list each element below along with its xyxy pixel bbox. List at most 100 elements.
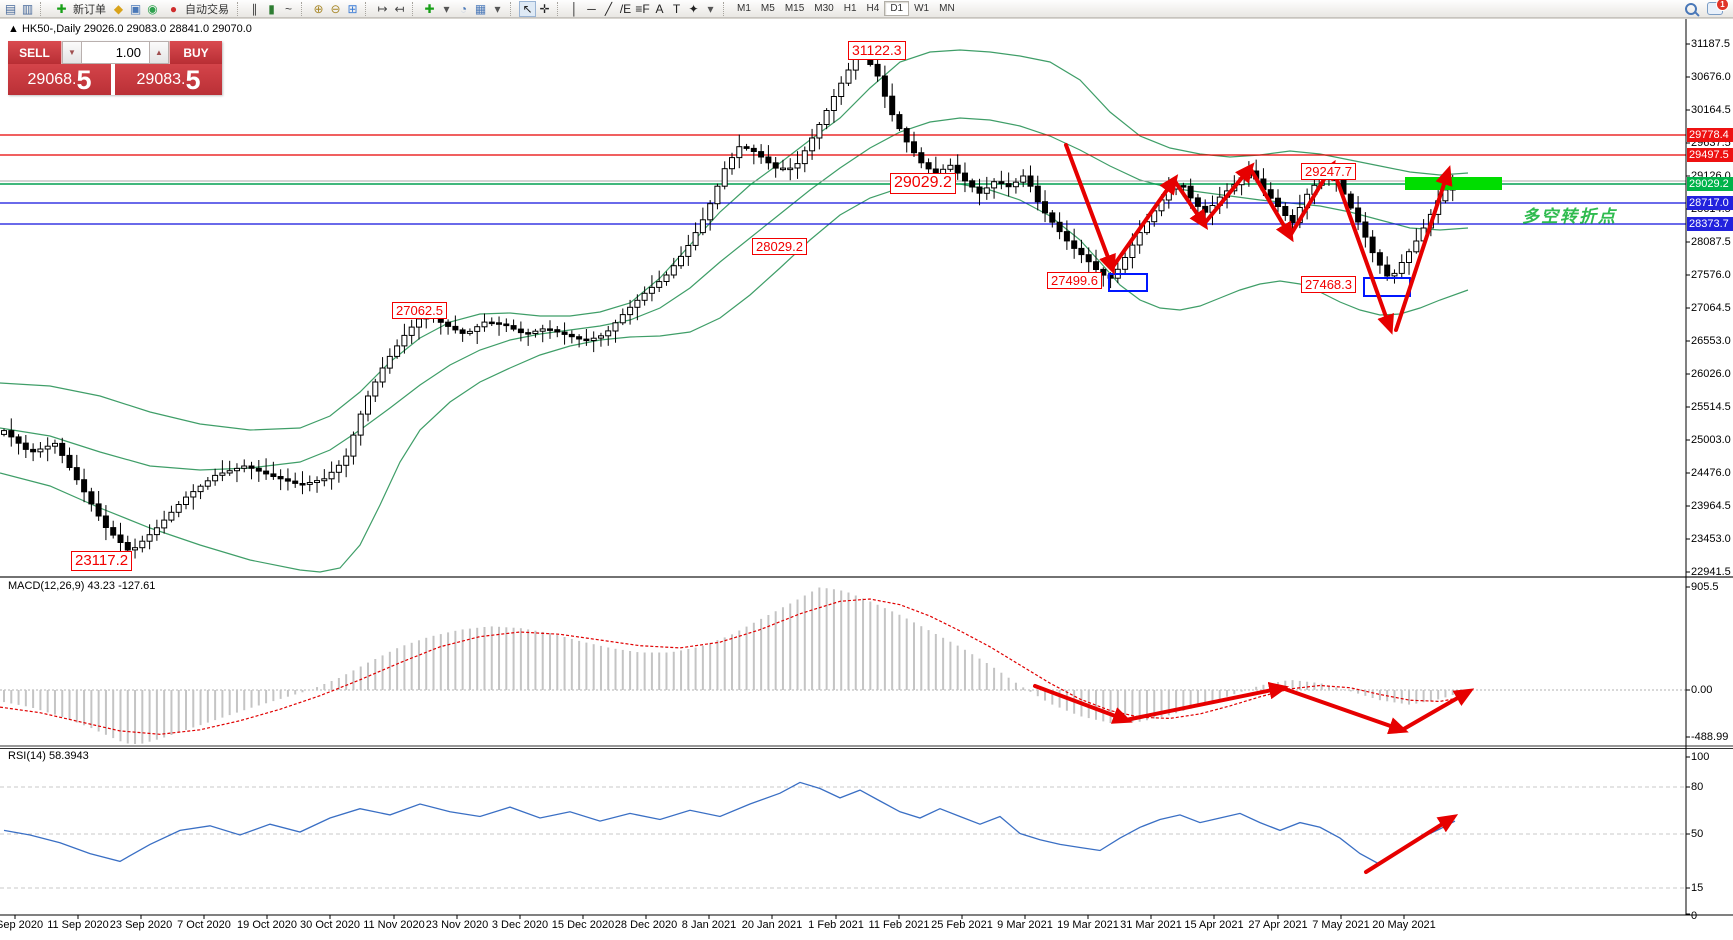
- new-order-button[interactable]: ✚ 新订单: [49, 1, 110, 17]
- crosshair-icon[interactable]: ✛: [539, 1, 550, 16]
- macd-axis-label: 905.5: [1691, 581, 1719, 593]
- volume-input[interactable]: 1.00: [82, 41, 149, 64]
- candle-body: [830, 96, 837, 111]
- templates-icon[interactable]: ▦: [474, 1, 487, 16]
- main-trend-arrow[interactable]: [1064, 143, 1116, 275]
- main-trend-arrow[interactable]: [1202, 162, 1255, 226]
- chart-shift-icon[interactable]: ↤: [394, 1, 405, 16]
- sell-price[interactable]: 29068. 5: [8, 64, 111, 95]
- period-icon[interactable]: ◔: [459, 1, 468, 16]
- candle-body: [1202, 205, 1209, 213]
- timeframe-d1[interactable]: D1: [884, 1, 910, 16]
- price-label-box[interactable]: 27062.5: [392, 302, 447, 320]
- notification-badge: 1: [1716, 0, 1729, 11]
- arrows-dropdown-icon[interactable]: ▾: [707, 1, 714, 16]
- sell-button[interactable]: SELL: [8, 41, 62, 64]
- price-axis-label: 30676.0: [1691, 71, 1731, 83]
- data-window-icon[interactable]: ▣: [129, 1, 142, 16]
- timeframe-m5[interactable]: M5: [760, 3, 775, 14]
- horizontal-level-lines[interactable]: [0, 134, 1686, 225]
- profiles-icon[interactable]: ▥: [21, 1, 34, 16]
- fibonacci-icon[interactable]: ≡F: [635, 1, 650, 16]
- timeframe-h1[interactable]: H1: [843, 3, 857, 14]
- templates-dropdown-icon[interactable]: ▾: [494, 1, 501, 16]
- candle-body: [1282, 206, 1289, 216]
- zoom-in-icon[interactable]: ⊕: [313, 1, 324, 16]
- arrows-icon[interactable]: ✦: [688, 1, 699, 16]
- zoom-out-icon[interactable]: ⊖: [330, 1, 341, 16]
- price-label-box[interactable]: 27499.6: [1047, 272, 1102, 290]
- trend-arrows[interactable]: [1033, 143, 1475, 874]
- main-trend-arrow[interactable]: [1394, 165, 1453, 332]
- text-icon[interactable]: A: [655, 1, 664, 16]
- autotrading-button[interactable]: ● 自动交易: [161, 1, 233, 17]
- cursor-icon[interactable]: ↖: [519, 0, 536, 17]
- search-icon[interactable]: [1685, 2, 1697, 15]
- bull-bear-pivot-note[interactable]: 多空转折点: [1522, 207, 1617, 226]
- candle-body: [328, 471, 335, 480]
- volume-decrease-button[interactable]: ▼: [62, 41, 82, 64]
- auto-scroll-icon[interactable]: ↦: [377, 1, 388, 16]
- line-chart-icon[interactable]: ~: [284, 1, 292, 16]
- timeframe-mn[interactable]: MN: [939, 3, 955, 14]
- candle-body: [714, 185, 721, 205]
- price-axis-label: 23964.5: [1691, 500, 1731, 512]
- candle-body: [132, 547, 138, 551]
- timeframe-m15[interactable]: M15: [784, 3, 805, 14]
- candle-body: [365, 395, 371, 415]
- bollinger-middle-band: [0, 117, 1469, 471]
- price-label-box[interactable]: 27468.3: [1301, 276, 1356, 294]
- rsi-panel-graphics: [0, 781, 1686, 889]
- new-chart-icon[interactable]: ▤: [4, 1, 17, 16]
- time-axis-label: 1 Feb 2021: [808, 919, 864, 931]
- macd-trend-arrow[interactable]: [1124, 681, 1290, 722]
- tile-windows-icon[interactable]: ⊞: [347, 1, 358, 16]
- market-watch-icon[interactable]: ◆: [113, 1, 124, 16]
- collapse-arrow-icon[interactable]: ▲: [8, 23, 19, 35]
- main-trend-arrow[interactable]: [1330, 164, 1394, 335]
- price-label-box[interactable]: 29029.2: [890, 173, 956, 194]
- candle-body: [809, 137, 816, 152]
- price-label-box[interactable]: 23117.2: [71, 551, 133, 571]
- timeframe-m1[interactable]: M1: [737, 3, 751, 14]
- main-trend-arrow[interactable]: [1172, 178, 1209, 230]
- candle-body: [197, 485, 204, 493]
- trendline-icon[interactable]: ╱: [604, 1, 613, 16]
- rsi-trend-arrow[interactable]: [1364, 814, 1459, 874]
- price-label-box[interactable]: 31122.3: [848, 41, 906, 60]
- horizontal-line-icon[interactable]: ─: [587, 1, 596, 16]
- channel-icon[interactable]: /E: [619, 1, 632, 16]
- timeframe-h4[interactable]: H4: [866, 3, 880, 14]
- notifications-icon[interactable]: 1: [1707, 0, 1729, 15]
- macd-trend-arrow[interactable]: [1033, 684, 1133, 724]
- bar-chart-icon[interactable]: ∥: [251, 1, 258, 16]
- candle-body: [110, 527, 117, 536]
- candle-body: [1056, 221, 1063, 233]
- macd-trend-arrow[interactable]: [1400, 688, 1475, 732]
- price-label-box[interactable]: 28029.2: [752, 238, 807, 256]
- vertical-line-icon[interactable]: │: [570, 1, 579, 16]
- green-highlight-rect[interactable]: [1405, 177, 1502, 190]
- label-icon[interactable]: T: [672, 1, 681, 16]
- volume-increase-button[interactable]: ▲: [149, 41, 169, 64]
- indicators-dropdown-icon[interactable]: ▾: [443, 1, 450, 16]
- rsi-axis-label: 0: [1691, 910, 1698, 922]
- buy-price[interactable]: 29083. 5: [115, 64, 222, 95]
- macd-trend-arrow[interactable]: [1280, 686, 1409, 735]
- blue-support-box[interactable]: [1108, 273, 1148, 292]
- price-axis-badge: 29497.5: [1687, 148, 1733, 162]
- annotation-shapes[interactable]: [1108, 177, 1502, 297]
- signal-icon[interactable]: ◉: [147, 1, 158, 16]
- main-trend-arrow[interactable]: [1248, 166, 1294, 243]
- candle-body: [219, 472, 226, 476]
- candlestick-icon[interactable]: ▮: [268, 1, 275, 16]
- timeframe-w1[interactable]: W1: [914, 3, 930, 14]
- indicators-icon[interactable]: ✚: [424, 1, 435, 16]
- candle-body: [1012, 181, 1019, 188]
- price-label-box[interactable]: 29247.7: [1301, 163, 1356, 181]
- buy-price-big-digit: 5: [185, 64, 201, 95]
- main-trend-arrow[interactable]: [1110, 174, 1179, 270]
- timeframe-m30[interactable]: M30: [814, 3, 834, 14]
- candle-body: [991, 181, 998, 189]
- buy-button[interactable]: BUY: [169, 41, 222, 64]
